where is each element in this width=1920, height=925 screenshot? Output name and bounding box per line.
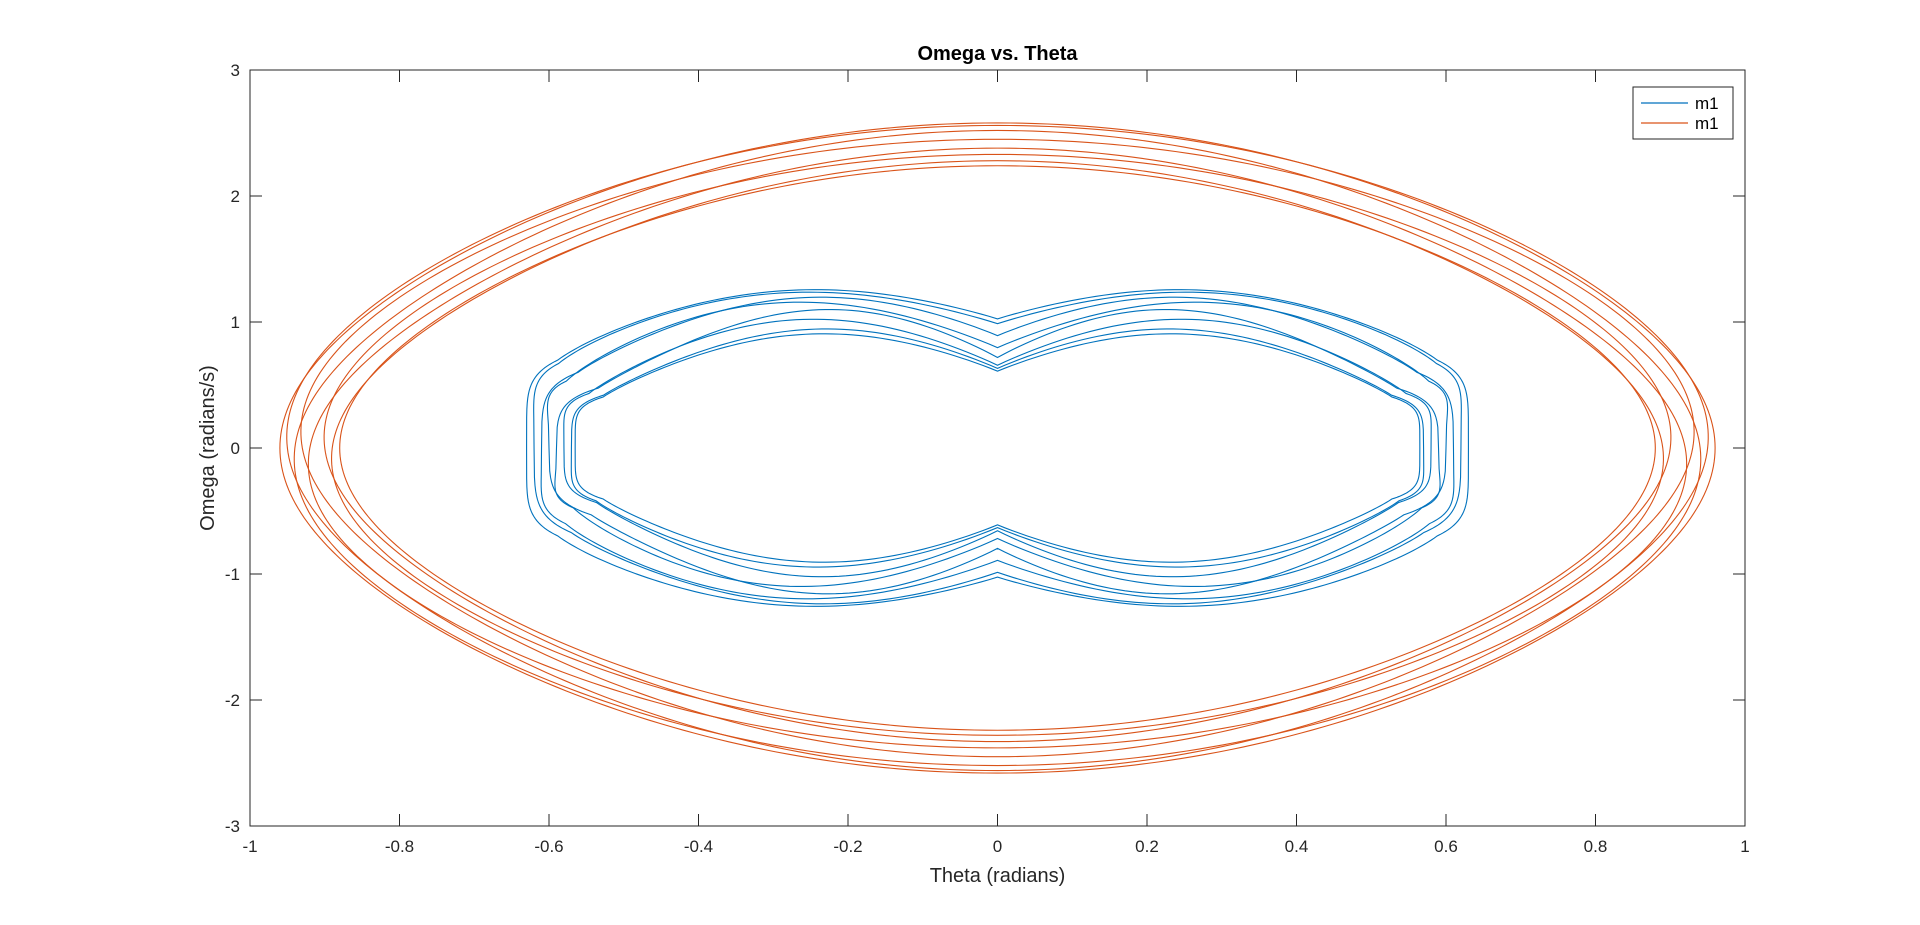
series-2-orbit-2 [286, 124, 1709, 772]
x-axis-label: Theta (radians) [930, 865, 1066, 887]
y-tick-label: 1 [231, 313, 240, 332]
ticks-layer: -1 -0.8 -0.6 -0.4 -0.2 0 0.2 0.4 0.6 0.8 1 -3 -2 -1 0 1… [225, 61, 1750, 856]
x-tick-label: -0.2 [833, 837, 862, 856]
series-1 [526, 289, 1469, 607]
series-1-orbit-5 [554, 308, 1441, 588]
plot-area: -1 -0.8 -0.6 -0.4 -0.2 0 0.2 0.4 0.6 0.8 1 -3 -2 -1 0 1… [225, 61, 1750, 856]
y-tick-label: 0 [231, 439, 240, 458]
series-2-orbit-4 [300, 138, 1695, 758]
series-2-orbit-7 [331, 160, 1664, 736]
y-tick-label: -1 [225, 565, 240, 584]
y-tick-label: -3 [225, 817, 240, 836]
x-tick-label: 0.2 [1135, 837, 1159, 856]
series-layer [279, 122, 1716, 774]
series-1-orbit-6 [563, 318, 1432, 578]
x-tick-label: -0.4 [684, 837, 713, 856]
series-1-orbit-3 [540, 296, 1455, 600]
x-tick-label: -0.6 [534, 837, 563, 856]
y-tick-label: 3 [231, 61, 240, 80]
series-2-orbit-3 [293, 129, 1702, 767]
legend-label: m1 [1695, 94, 1719, 113]
legend-item[interactable]: m1 [1641, 94, 1719, 113]
series-2 [279, 122, 1716, 774]
series-1-orbit-4 [546, 301, 1449, 595]
x-tick-label: 0 [993, 837, 1002, 856]
series-2-orbit-5 [307, 147, 1688, 749]
x-tick-label: -0.8 [385, 837, 414, 856]
series-1-orbit-2 [533, 291, 1462, 605]
series-1-orbit-8 [574, 333, 1421, 563]
x-tick-label: 1 [1740, 837, 1749, 856]
axes-background [250, 70, 1745, 826]
series-2-orbit-1 [279, 122, 1716, 774]
x-tick-label: 0.6 [1434, 837, 1458, 856]
x-tick-label: 0.8 [1584, 837, 1608, 856]
series-2-orbit-8 [339, 165, 1656, 731]
y-axis-label: Omega (radians/s) [197, 365, 219, 531]
series-2-orbit-6 [323, 153, 1672, 743]
x-tick-label: -1 [242, 837, 257, 856]
series-1-orbit-1 [526, 289, 1469, 607]
y-tick-label: -2 [225, 691, 240, 710]
x-tick-label: 0.4 [1285, 837, 1309, 856]
legend-label: m1 [1695, 114, 1719, 133]
chart-title: Omega vs. Theta [917, 43, 1078, 65]
y-tick-label: 2 [231, 187, 240, 206]
series-1-orbit-7 [570, 328, 1425, 568]
legend-item[interactable]: m1 [1641, 114, 1719, 133]
legend-box [1632, 86, 1734, 140]
